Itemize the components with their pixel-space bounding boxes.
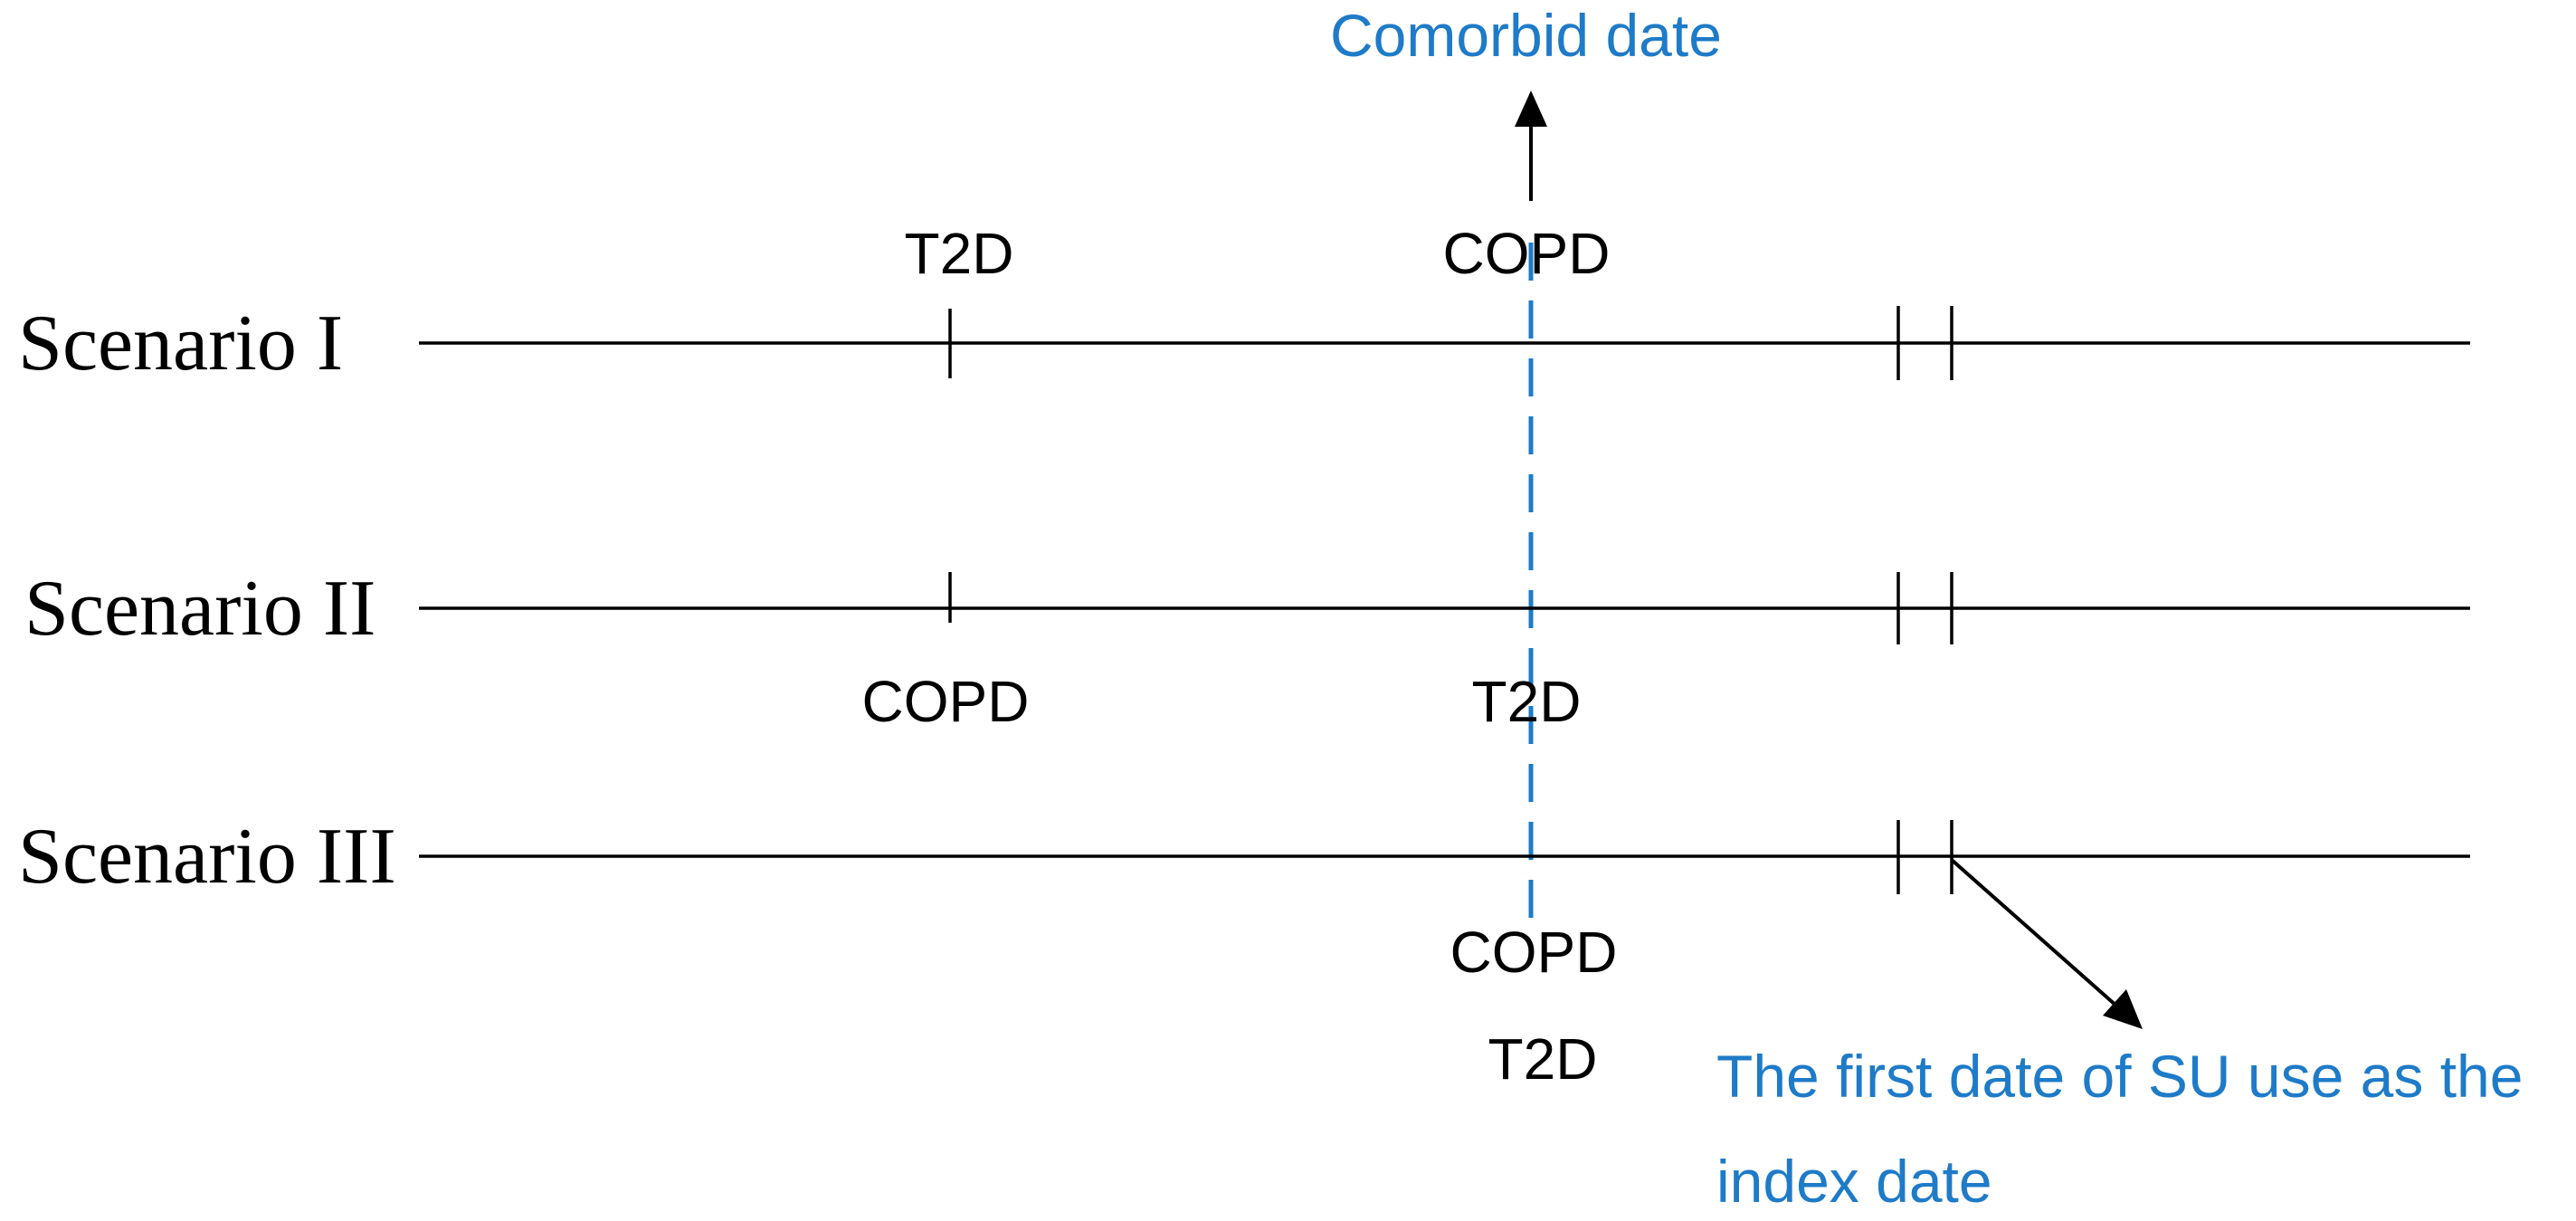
scenario-3-label: Scenario III bbox=[18, 813, 396, 901]
scenario-2-label: Scenario II bbox=[24, 565, 375, 653]
scenario-1-label: Scenario I bbox=[18, 300, 343, 387]
index-date-label-line1: The first date of SU use as the bbox=[1716, 1043, 2523, 1110]
scenario-1-event-first-label: T2D bbox=[905, 221, 1014, 286]
index-date-label-line2: index date bbox=[1716, 1148, 1992, 1215]
scenario-3-event-t2d-label: T2D bbox=[1488, 1026, 1598, 1092]
comorbid-date-label: Comorbid date bbox=[1330, 2, 1722, 69]
index-date-arrowhead bbox=[2103, 989, 2143, 1029]
scenario-1-event-second-label: COPD bbox=[1443, 221, 1611, 286]
scenario-2-event-second-label: T2D bbox=[1472, 669, 1582, 734]
comorbid-date-arrowhead bbox=[1515, 91, 1547, 127]
scenario-3-event-copd-label: COPD bbox=[1450, 920, 1618, 985]
index-date-arrow bbox=[1950, 858, 2119, 1008]
scenario-2-event-first-label: COPD bbox=[862, 669, 1030, 734]
